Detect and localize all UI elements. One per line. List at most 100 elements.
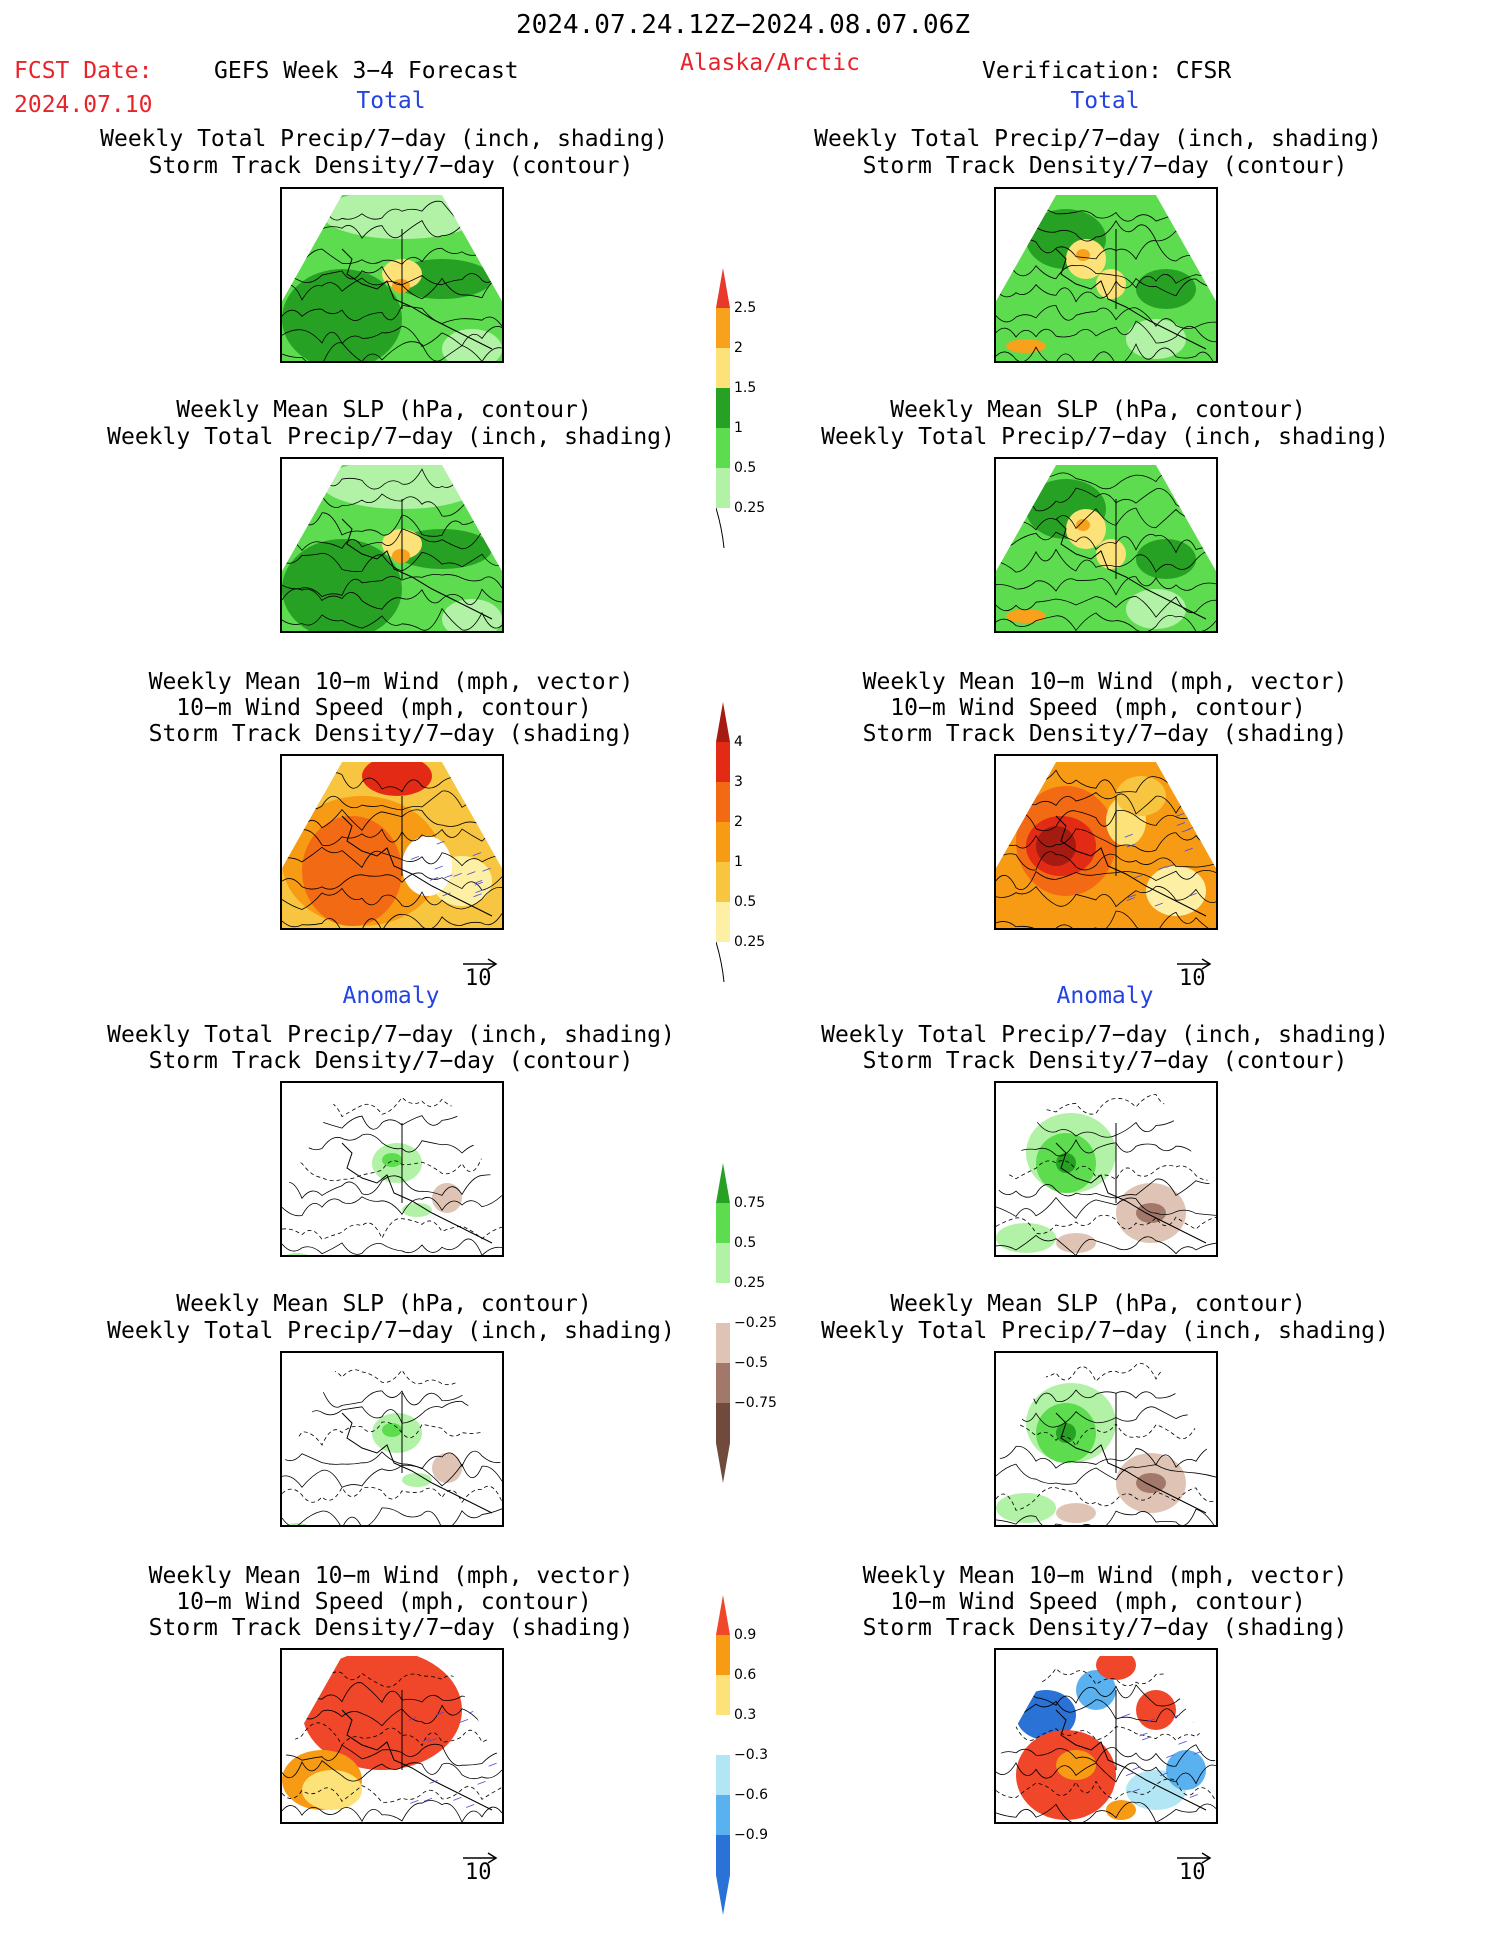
contour-line [996, 1445, 1216, 1469]
map-graphic [996, 756, 1216, 928]
wind-vector [1126, 897, 1135, 901]
contour-line [996, 277, 1216, 303]
wind-vector [1181, 828, 1191, 833]
contour-line [282, 1704, 502, 1727]
wind-vector [435, 1711, 444, 1716]
shaded-region [1136, 269, 1196, 309]
map-total-wind-verification [994, 754, 1218, 930]
colorbar-tick-label: 0.25 [734, 1275, 766, 1291]
vector-reference: 10 [461, 1846, 501, 1885]
shaded-region [1006, 609, 1046, 623]
contour-line [996, 507, 1216, 531]
wind-vector [429, 1780, 438, 1784]
panel-title-line: 10−m Wind Speed (mph, contour) [176, 695, 592, 721]
contour-line [996, 869, 1216, 890]
contour-line [282, 887, 502, 910]
coastline [1055, 1709, 1207, 1811]
panel-title-line: Storm Track Density/7−day (contour) [148, 153, 634, 179]
contour-line [996, 576, 1216, 596]
colorbar-tick-label: 1 [734, 420, 743, 436]
contour-line [282, 1133, 502, 1154]
colorbar-tick-label: 0.3 [734, 1707, 757, 1723]
colorbar-segment [716, 308, 730, 348]
coastline [341, 815, 493, 917]
coastline [341, 1709, 493, 1811]
map-graphic [282, 1353, 502, 1525]
colorbar-tick-label: −0.5 [734, 1355, 768, 1371]
shaded-region [402, 1473, 432, 1487]
contour-line [282, 607, 502, 631]
contour-line [996, 1699, 1216, 1723]
panel-title-line: Weekly Total Precip/7−day (inch, shading… [107, 1318, 675, 1344]
contour-line [996, 1487, 1216, 1511]
arrow-right-icon [463, 958, 498, 970]
contour-line [282, 1463, 502, 1488]
wind-vector [434, 865, 443, 870]
contour-line [996, 238, 1216, 262]
contour-line [282, 247, 502, 269]
contour-line [282, 1218, 502, 1240]
map-graphic [996, 1083, 1216, 1255]
shaded-region [1136, 1203, 1166, 1223]
wind-vector [1146, 1718, 1156, 1723]
arrow-right-icon [1177, 958, 1212, 970]
colorbar-graphic [715, 268, 730, 549]
colorbar-graphic [715, 702, 730, 983]
contour-line [996, 1197, 1216, 1219]
coastline [1055, 248, 1207, 350]
wind-vector [459, 1718, 469, 1723]
contour-line [282, 1195, 502, 1217]
shaded-region [282, 539, 402, 631]
colorbar-segment [716, 468, 730, 508]
shaded-region [1076, 249, 1090, 261]
colorbar-tick-label: 1.5 [734, 380, 757, 396]
shaded-region [282, 269, 402, 361]
verification-title: Verification: CFSR [982, 58, 1232, 84]
panel-title-line: Storm Track Density/7−day (shading) [148, 721, 634, 747]
wind-vector [1171, 1714, 1181, 1719]
section-total-right: Total [1070, 88, 1140, 114]
shaded-region [1116, 776, 1166, 816]
map-total-precip-verification [994, 187, 1218, 363]
shaded-region [1016, 1690, 1076, 1740]
arrow-right-icon [1177, 1852, 1212, 1864]
contour-line [282, 341, 502, 361]
wind-vector [1193, 1750, 1203, 1755]
coastline [1055, 1142, 1207, 1244]
colorbar-segment [716, 862, 730, 902]
vector-reference: 10 [1175, 952, 1215, 991]
panel-title-line: Weekly Total Precip/7−day (inch, shading… [821, 424, 1389, 450]
panel-title-line: Weekly Total Precip/7−day (inch, shading… [821, 1022, 1389, 1048]
vector-reference: 10 [461, 952, 501, 991]
colorbar-segment [716, 1835, 730, 1875]
contour-line [996, 1762, 1216, 1785]
vector-reference: 10 [1175, 1846, 1215, 1885]
shaded-region [1136, 1473, 1166, 1493]
wind-vector [1166, 1754, 1175, 1759]
vector-reference-value: 10 [1179, 1860, 1206, 1885]
contour-line [282, 872, 502, 891]
map-graphic [996, 1650, 1216, 1822]
coastline [1055, 815, 1207, 917]
shaded-region [432, 1453, 462, 1483]
shaded-region [402, 836, 452, 896]
colorbar-tick-label: 0.5 [734, 460, 757, 476]
shaded-region [996, 1223, 1056, 1253]
shaded-region [1056, 1503, 1096, 1523]
panel-title-line: Weekly Total Precip/7−day (inch, shading… [107, 1022, 675, 1048]
shaded-region [432, 1183, 462, 1213]
colorbar-segment [716, 1715, 730, 1755]
colorbar-tick-label: 0.25 [734, 500, 766, 516]
contour-line [282, 1507, 502, 1525]
colorbar-tick-label: 0.9 [734, 1627, 757, 1643]
wind-vector [1126, 843, 1135, 848]
contour-line [282, 551, 502, 572]
contour-line [996, 1178, 1216, 1199]
wind-vector [474, 881, 484, 886]
colorbar-tick-label: 2 [734, 340, 743, 356]
shaded-region [382, 1153, 402, 1167]
panel-title-line: 10−m Wind Speed (mph, contour) [890, 1589, 1306, 1615]
colorbar-segment [716, 822, 730, 862]
contour-line [996, 343, 1216, 361]
contour-line [282, 528, 502, 551]
